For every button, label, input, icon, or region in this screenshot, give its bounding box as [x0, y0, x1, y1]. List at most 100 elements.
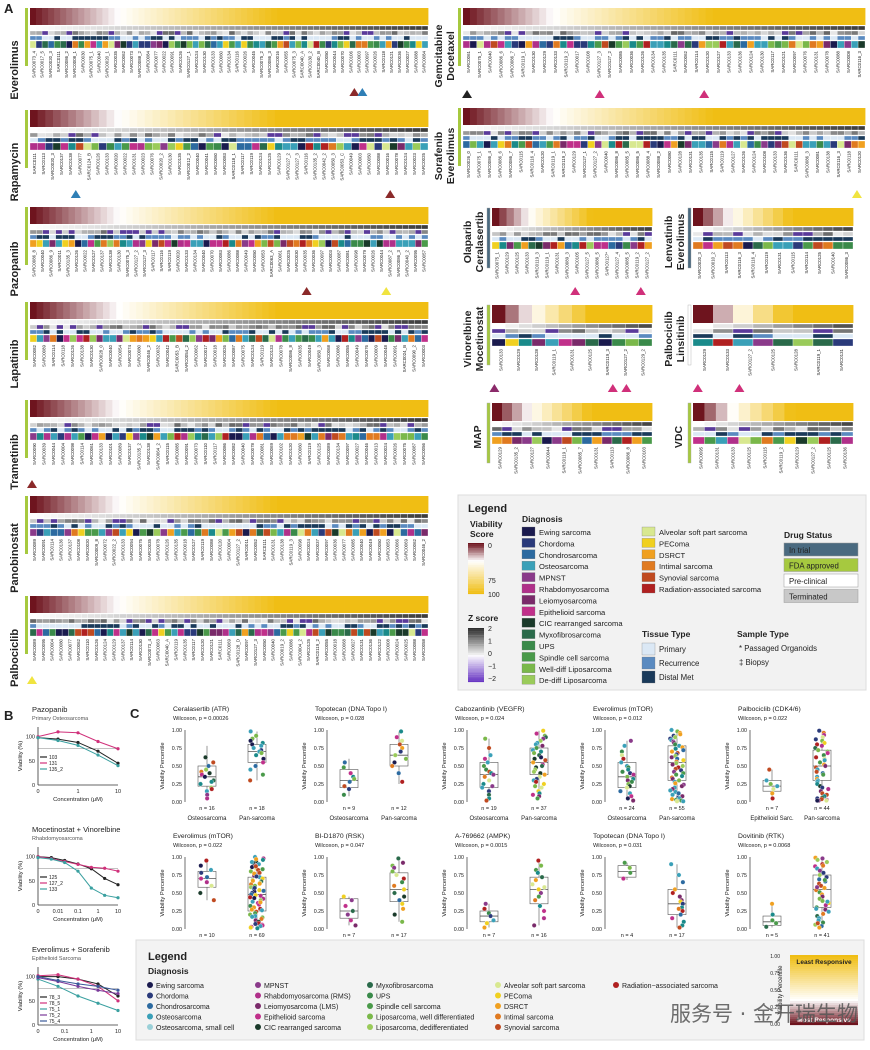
- viability-cell: [693, 403, 705, 421]
- zscore-cell: [228, 513, 237, 519]
- diagnosis-cell: [177, 628, 185, 637]
- zscore-cell: [601, 25, 609, 31]
- data-point: [816, 876, 822, 882]
- zscore-cell: [636, 125, 644, 131]
- sample-label: SARC0131: [814, 50, 819, 73]
- zscore-cell: [57, 422, 65, 428]
- zscore-cell: [228, 422, 237, 428]
- data-point: [627, 865, 633, 871]
- zscore-cell: [611, 328, 626, 334]
- tissue-cell: [177, 234, 185, 240]
- diagnosis-cell: [150, 40, 157, 49]
- zscore-cell: [462, 25, 471, 31]
- zscore-cell: [98, 518, 106, 524]
- tissue-cell: [318, 523, 326, 529]
- zscore-tick: 0: [488, 651, 492, 658]
- sample-label: SARC0130: [168, 152, 173, 175]
- zscore-cell: [61, 613, 69, 619]
- diagnosis-cell: [841, 436, 854, 445]
- y-tick: 0.25: [592, 782, 602, 788]
- diagnosis-swatch: [521, 561, 536, 571]
- viability-cell: [160, 110, 169, 127]
- sample-label: SARC0060: [298, 442, 303, 465]
- tissue-cell: [742, 236, 754, 242]
- diagnosis-cell: [337, 40, 344, 49]
- tissue-cell: [818, 431, 831, 437]
- sample-label: SARC0048: [383, 344, 388, 367]
- viability-cell: [698, 8, 706, 25]
- viability-cell: [171, 596, 179, 613]
- plot-stat: Wilcoxon, p = 0.028: [315, 716, 364, 722]
- data-point: [353, 923, 358, 928]
- diagnosis-cell: [260, 239, 268, 248]
- data-point: [348, 918, 354, 923]
- zscore-cell: [753, 125, 762, 131]
- zscore-cell: [625, 323, 639, 329]
- zscore-cell: [151, 613, 159, 619]
- zscore-cell: [532, 30, 540, 36]
- zscore-cell: [397, 30, 405, 36]
- diagnosis-cell: [42, 239, 50, 248]
- tissue-cell: [644, 236, 653, 242]
- legend-subtitle: Score: [470, 529, 494, 539]
- data-point: [257, 881, 263, 886]
- tissue-cell: [201, 427, 209, 433]
- tissue-cell: [125, 427, 134, 433]
- sample-label: SARC0040: [271, 638, 276, 661]
- y-tick: 100: [26, 975, 35, 981]
- tissue-cell: [580, 135, 588, 141]
- zscore-cell: [60, 25, 67, 31]
- zscore-cell: [244, 132, 253, 138]
- zscore-cell: [691, 30, 699, 36]
- diagnosis-cell: [102, 40, 109, 49]
- sample-label: SARC0040: [241, 442, 246, 465]
- sample-label: SARC0050: [324, 50, 329, 73]
- sample-label: SARC0086_9: [49, 249, 54, 276]
- sample-label: SARC0125: [771, 348, 776, 371]
- tissue-cell: [195, 329, 203, 335]
- tissue-cell: [504, 135, 512, 141]
- sample-label: SARC0008: [386, 638, 391, 661]
- diagnosis-cell: [89, 334, 97, 343]
- sample-label: SARC0010_2: [711, 251, 716, 278]
- viability-scale-cell: [468, 578, 484, 581]
- diagnosis-cell: [221, 432, 230, 441]
- zscore-cell: [81, 224, 88, 230]
- diagnosis-cell: [370, 239, 377, 248]
- zscore-cell: [376, 618, 384, 624]
- zscore-cell: [816, 25, 824, 31]
- zscore-cell: [241, 229, 249, 235]
- tissue-cell: [637, 236, 645, 242]
- data-point: [676, 906, 682, 912]
- viability-cell: [146, 496, 154, 513]
- tissue-cell: [304, 523, 312, 529]
- viability-cell: [601, 108, 609, 125]
- zscore-cell: [469, 25, 478, 31]
- tissue-cell: [167, 523, 175, 529]
- sample-label: SARC0036: [629, 50, 634, 73]
- viability-cell: [270, 496, 278, 513]
- viability-cell: [36, 207, 44, 224]
- zscore-cell: [270, 513, 278, 519]
- data-point: [260, 857, 266, 863]
- zscore-cell: [102, 30, 109, 36]
- viability-cell: [355, 8, 363, 25]
- tissue-cell: [638, 333, 653, 339]
- drug-status-label: Pre-clinical: [789, 577, 827, 586]
- zscore-cell: [727, 426, 739, 432]
- viability-cell: [83, 110, 92, 127]
- tissue-cell: [78, 35, 85, 41]
- viability-cell: [726, 108, 734, 125]
- zscore-cell: [842, 231, 854, 237]
- zscore-cell: [608, 226, 616, 232]
- diagnosis-cell: [241, 628, 249, 637]
- viability-cell: [254, 596, 262, 613]
- zscore-cell: [139, 513, 147, 519]
- drug-status-bar: [687, 304, 692, 366]
- zscore-cell: [832, 226, 844, 232]
- sample-label: SARC0089_3: [565, 251, 570, 278]
- diagnosis-label: Rhabdomyosarcoma (RMS): [264, 994, 351, 1001]
- sample-label: SARC0114: [129, 638, 134, 660]
- diagnosis-cell: [381, 142, 390, 151]
- zscore-cell: [29, 513, 38, 519]
